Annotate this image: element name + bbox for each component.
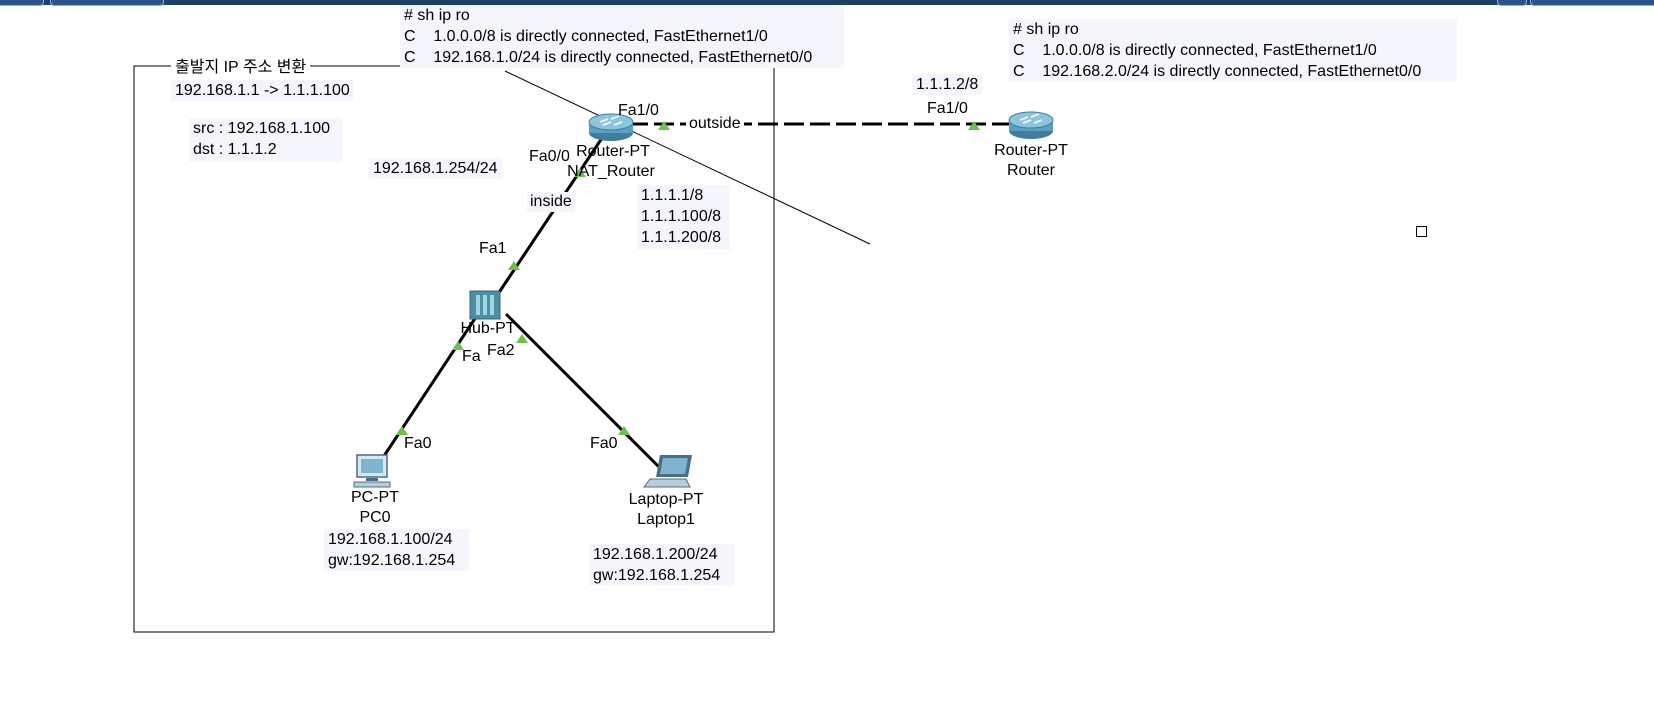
routing-line: C 1.0.0.0/8 is directly connected, FastE… [1013,42,1377,59]
routing-line: C 1.0.0.0/8 is directly connected, FastE… [404,28,768,45]
nat-router-port-fa0-0: Fa0/0 [529,148,570,165]
nat-router-icon[interactable] [588,113,634,141]
link-light [508,261,520,270]
hub-port-fa: Fa [462,348,481,365]
cable-hub-pc[interactable] [378,313,480,463]
link-light [574,168,586,177]
area-box-title: 출발지 IP 주소 변환 [171,58,311,78]
inside-label: inside [527,192,575,212]
router-ip: 1.1.1.2/8 [912,74,983,95]
router-model: Router-PT [994,142,1068,159]
nat-router-port-fa1-0: Fa1/0 [618,102,659,119]
outside-ip: 1.1.1.1/8 [641,187,704,204]
laptop1-model: Laptop-PT [628,491,704,508]
router-icon[interactable] [1008,111,1054,139]
top-tab[interactable] [1530,0,1654,6]
top-tab[interactable] [1497,0,1527,6]
packet-info-note: src : 192.168.1.100 dst : 1.1.1.2 [189,118,342,162]
window-top-bar [0,0,1654,6]
pc0-port: Fa0 [404,435,432,452]
laptop1-ip-config: 192.168.1.200/24 gw:192.168.1.254 [589,544,734,586]
laptop1-ip: 192.168.1.200/24 [593,546,718,563]
src-text: src : 192.168.1.100 [193,120,330,137]
outside-ip: 1.1.1.100/8 [641,208,722,225]
top-tab[interactable] [50,0,164,6]
outside-ip: 1.1.1.200/8 [641,229,722,246]
selection-handle[interactable] [1416,226,1427,237]
router-routing-table: # sh ip ro C 1.0.0.0/8 is directly connec… [1009,19,1457,82]
laptop1-name: Laptop1 [637,511,695,528]
routing-cmd: # sh ip ro [404,7,470,24]
nat-router-routing-table: # sh ip ro C 1.0.0.0/8 is directly connec… [400,5,844,68]
router-port-fa1-0: Fa1/0 [927,100,968,117]
hub-port-fa2: Fa2 [487,342,515,359]
link-light [396,426,408,435]
dst-text: dst : 1.1.1.2 [193,141,277,158]
laptop1-gateway: gw:192.168.1.254 [593,567,721,584]
nat-translation-note: 192.168.1.1 -> 1.1.1.100 [171,80,354,101]
pc0-model: PC-PT [351,489,399,506]
annotation-line[interactable] [504,70,871,245]
router-name: Router [1006,162,1056,179]
routing-cmd: # sh ip ro [1013,21,1079,38]
link-light [452,341,464,350]
pc0-name: PC0 [359,509,391,526]
hub-model: Hub-PT [460,320,516,337]
pc0-gateway: gw:192.168.1.254 [328,552,456,569]
top-tab[interactable] [0,0,44,6]
nat-router-outside-ips: 1.1.1.1/8 1.1.1.100/8 1.1.1.200/8 [637,185,730,250]
hub-icon[interactable] [469,290,501,320]
hub-port-fa1: Fa1 [479,240,507,257]
routing-line: C 192.168.1.0/24 is directly connected, … [404,49,813,66]
pc0-ip-config: 192.168.1.100/24 gw:192.168.1.254 [324,529,469,571]
laptop1-port: Fa0 [590,435,618,452]
nat-router-name: NAT_Router [567,163,655,180]
nat-router-model: Router-PT [576,143,650,160]
cable-hub-laptop[interactable] [504,312,666,474]
pc-icon[interactable] [353,454,391,488]
outside-label: outside [686,114,744,134]
link-light [968,121,980,130]
nat-router-inside-ip: 192.168.1.254/24 [369,158,502,179]
routing-line: C 192.168.2.0/24 is directly connected, … [1013,63,1422,80]
pc0-ip: 192.168.1.100/24 [328,531,453,548]
laptop-icon[interactable] [643,455,692,488]
cable-router-hub[interactable] [488,134,606,307]
link-light [516,334,528,343]
link-light [658,121,670,130]
link-light [618,426,630,435]
